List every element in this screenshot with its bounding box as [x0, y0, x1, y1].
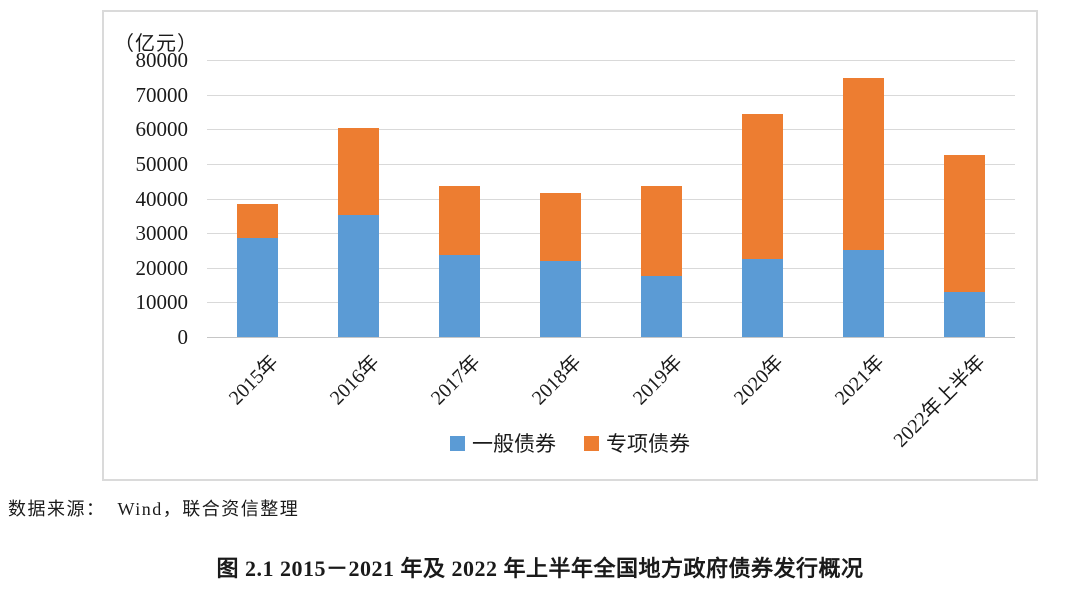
y-tick-label: 40000: [135, 186, 189, 211]
legend-swatch: [584, 435, 599, 451]
x-axis: 2015年 2016年 2017年 2018年 2019年 2020年 2021年 2022年…: [207, 340, 1015, 480]
x-tick-label: 2021年: [830, 351, 889, 410]
y-axis: 80000 70000 60000 50000 40000 30000 20000 10000…: [104, 50, 189, 348]
bar-segment: [843, 78, 884, 250]
y-tick-label: 50000: [135, 151, 189, 176]
chart-frame: （亿元） 80000 70000 60000 50000 40000 30000 20000…: [102, 10, 1038, 481]
bar-stack: [742, 114, 783, 337]
bar-segment: [944, 292, 985, 337]
x-tick-label: 2015年: [224, 351, 283, 410]
gridline: [207, 233, 1015, 235]
legend-item: 专项债券: [584, 428, 690, 458]
legend-swatch: [450, 435, 465, 451]
bar-segment: [742, 259, 783, 337]
y-tick-label: 20000: [135, 255, 189, 280]
chart-legend: 一般债券 专项债券: [104, 428, 1036, 458]
bar-segment: [439, 186, 480, 256]
bar-stack: [439, 186, 480, 337]
y-tick-label: 0: [177, 325, 189, 349]
gridline: [207, 60, 1015, 61]
bar-segment: [641, 276, 682, 337]
y-tick-label: 10000: [135, 290, 189, 315]
bar-segment: [338, 127, 379, 215]
data-source-note: 数据来源： Wind，联合资信整理: [8, 499, 300, 519]
gridline: [207, 94, 1015, 96]
bar-stack: [641, 186, 682, 337]
gridline: [207, 302, 1015, 304]
bar-stack: [237, 204, 278, 337]
bar-segment: [944, 155, 985, 292]
legend-item: 一般债券: [450, 428, 556, 458]
bar-segment: [540, 260, 581, 337]
bar-segment: [439, 255, 480, 337]
bar-segment: [843, 249, 884, 337]
y-tick-label: 60000: [135, 117, 189, 142]
bar-segment: [237, 238, 278, 337]
x-tick-label: 2019年: [628, 351, 687, 410]
gridline: [207, 129, 1015, 131]
bar-stack: [843, 78, 884, 337]
x-axis-line: [207, 337, 1015, 338]
bar-segment: [641, 186, 682, 277]
gridline: [207, 163, 1015, 165]
bar-stack: [540, 192, 581, 337]
x-tick-label: 2016年: [325, 351, 384, 410]
gridline: [207, 267, 1015, 269]
legend-label: 专项债券: [606, 432, 690, 456]
y-axis-unit-label: （亿元）: [114, 33, 198, 55]
plot-area: [207, 60, 1015, 338]
x-tick-label: 2018年: [527, 351, 586, 410]
x-tick-label: 2017年: [426, 351, 485, 410]
x-tick-label: 2020年: [729, 351, 788, 410]
y-tick-label: 30000: [135, 221, 189, 246]
bar-segment: [742, 114, 783, 260]
y-tick-label: 70000: [135, 82, 189, 107]
bar-stack: [338, 127, 379, 337]
bar-segment: [540, 192, 581, 261]
bar-segment: [237, 204, 278, 239]
bar-segment: [338, 214, 379, 337]
legend-label: 一般债券: [472, 432, 556, 456]
y-tick-label: 80000: [135, 48, 189, 72]
gridline: [207, 198, 1015, 200]
figure-caption: 图 2.1 2015－2021 年及 2022 年上半年全国地方政府债券发行概况: [216, 556, 864, 581]
bar-stack: [944, 155, 985, 337]
